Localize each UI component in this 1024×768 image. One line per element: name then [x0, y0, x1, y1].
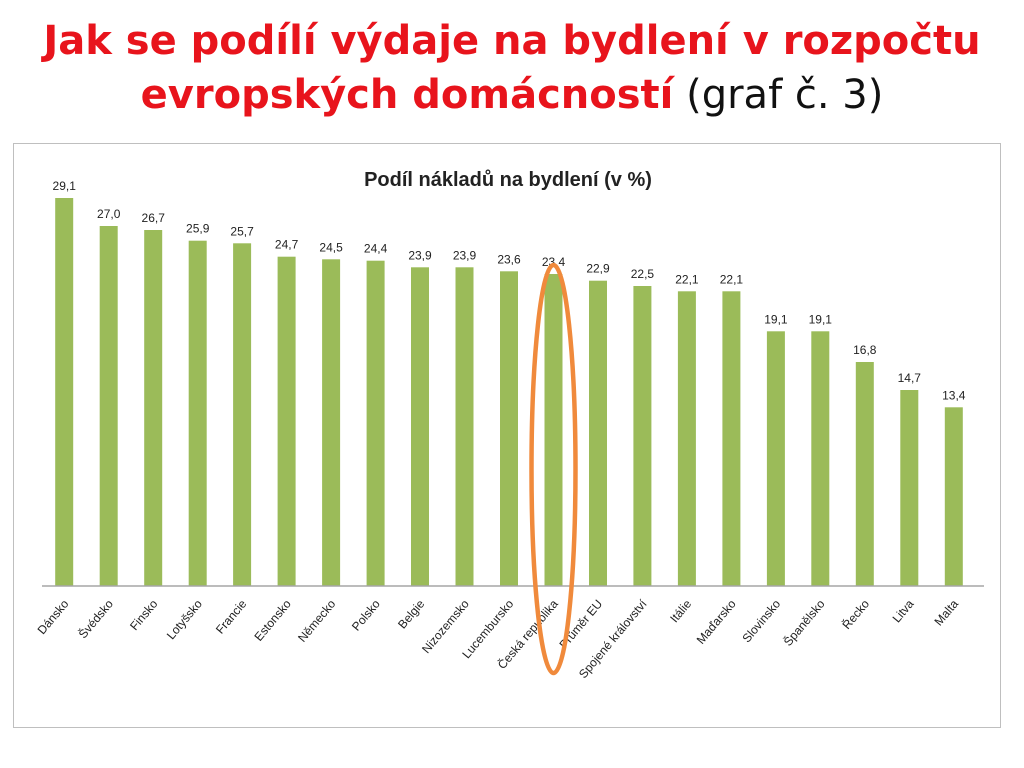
bar — [455, 267, 474, 586]
x-tick-label: Francie — [213, 597, 250, 637]
bar-chart: Podíl nákladů na bydlení (v %) 29,127,0 2… — [35, 169, 984, 681]
bar — [544, 274, 563, 586]
bar-value-label: 22,1 — [720, 272, 744, 286]
x-tick-label: Estonsko — [251, 597, 294, 644]
bar-value-label: 13,4 — [942, 388, 966, 402]
bar-value-label: 23,9 — [408, 248, 432, 262]
slide-title-subtitle: (graf č. 3) — [686, 72, 884, 118]
x-tick-label: Finsko — [127, 597, 161, 633]
bar-value-label: 23,4 — [542, 255, 566, 269]
bar-value-label: 23,9 — [453, 248, 477, 262]
bar-value-label: 22,1 — [675, 272, 699, 286]
slide-title: Jak se podílí výdaje na bydlení v rozpoč… — [0, 14, 1024, 122]
bar — [766, 331, 785, 586]
bar — [277, 256, 296, 586]
x-tick-label: Maďarsko — [694, 597, 739, 647]
bar-value-label: 16,8 — [853, 343, 877, 357]
x-tick-label: Itálie — [667, 597, 694, 626]
bar-value-label: 24,5 — [319, 240, 343, 254]
bar — [589, 280, 607, 586]
x-tick-label: Slovinsko — [739, 597, 783, 646]
bar — [722, 291, 741, 586]
bar-value-label: 19,1 — [764, 312, 788, 326]
x-tick-label: Belgie — [395, 597, 427, 632]
x-tick-labels: Dánsko Švédsko Finsko Lotyšsko Francie Estons… — [35, 596, 962, 681]
x-tick-label: Švédsko — [75, 596, 116, 641]
x-tick-label: Dánsko — [35, 597, 72, 637]
x-tick-label: Polsko — [349, 597, 383, 634]
x-tick-label: Německo — [295, 597, 339, 645]
bar — [188, 240, 207, 586]
bar — [500, 271, 518, 586]
bar — [233, 243, 252, 587]
bar-value-label: 24,7 — [275, 238, 299, 252]
x-tick-label: Lotyšsko — [164, 597, 205, 643]
bar-value-label: 22,5 — [631, 267, 655, 281]
slide-title-line-1: Jak se podílí výdaje na bydlení v rozpoč… — [43, 18, 981, 64]
bar — [855, 362, 874, 586]
bar-value-label: 25,9 — [186, 222, 210, 236]
chart-title: Podíl nákladů na bydlení (v %) — [364, 169, 652, 191]
bar-value-label: 19,1 — [809, 312, 833, 326]
bar — [900, 390, 919, 586]
bar — [55, 198, 74, 586]
bar — [144, 230, 163, 586]
x-tick-label: Řecko — [839, 596, 873, 632]
bar — [322, 259, 341, 586]
bar-value-label: 22,9 — [586, 262, 610, 276]
chart-frame: Podíl nákladů na bydlení (v %) 29,1 27,0 2… — [13, 143, 1001, 728]
bar-value-label: 25,7 — [230, 224, 254, 238]
bar-value-label: 29,1 — [53, 179, 77, 193]
x-tick-label: Španělsko — [780, 596, 828, 649]
bar — [411, 267, 429, 586]
bar-value-label: 14,7 — [898, 371, 922, 385]
bar — [677, 291, 696, 586]
bar-value-label: 27,0 — [97, 207, 121, 221]
bar-value-label: 24,4 — [364, 242, 388, 256]
bar-value-label: 26,7 — [142, 211, 166, 225]
highlight-ellipse — [529, 262, 578, 676]
bar — [99, 226, 118, 586]
bar — [366, 260, 385, 586]
bar — [811, 331, 830, 586]
bar-value-label: 23,6 — [497, 252, 521, 266]
x-tick-label: Malta — [932, 597, 962, 629]
bar — [944, 407, 963, 586]
bar-group: 29,1 27,0 26,7 25,9 25,7 24,7 24,5 24,4 23,9 23,9… — [53, 179, 966, 587]
slide-title-line-2: evropských domácností — [140, 72, 674, 118]
x-tick-label: Litva — [890, 597, 917, 626]
bar — [633, 286, 652, 586]
